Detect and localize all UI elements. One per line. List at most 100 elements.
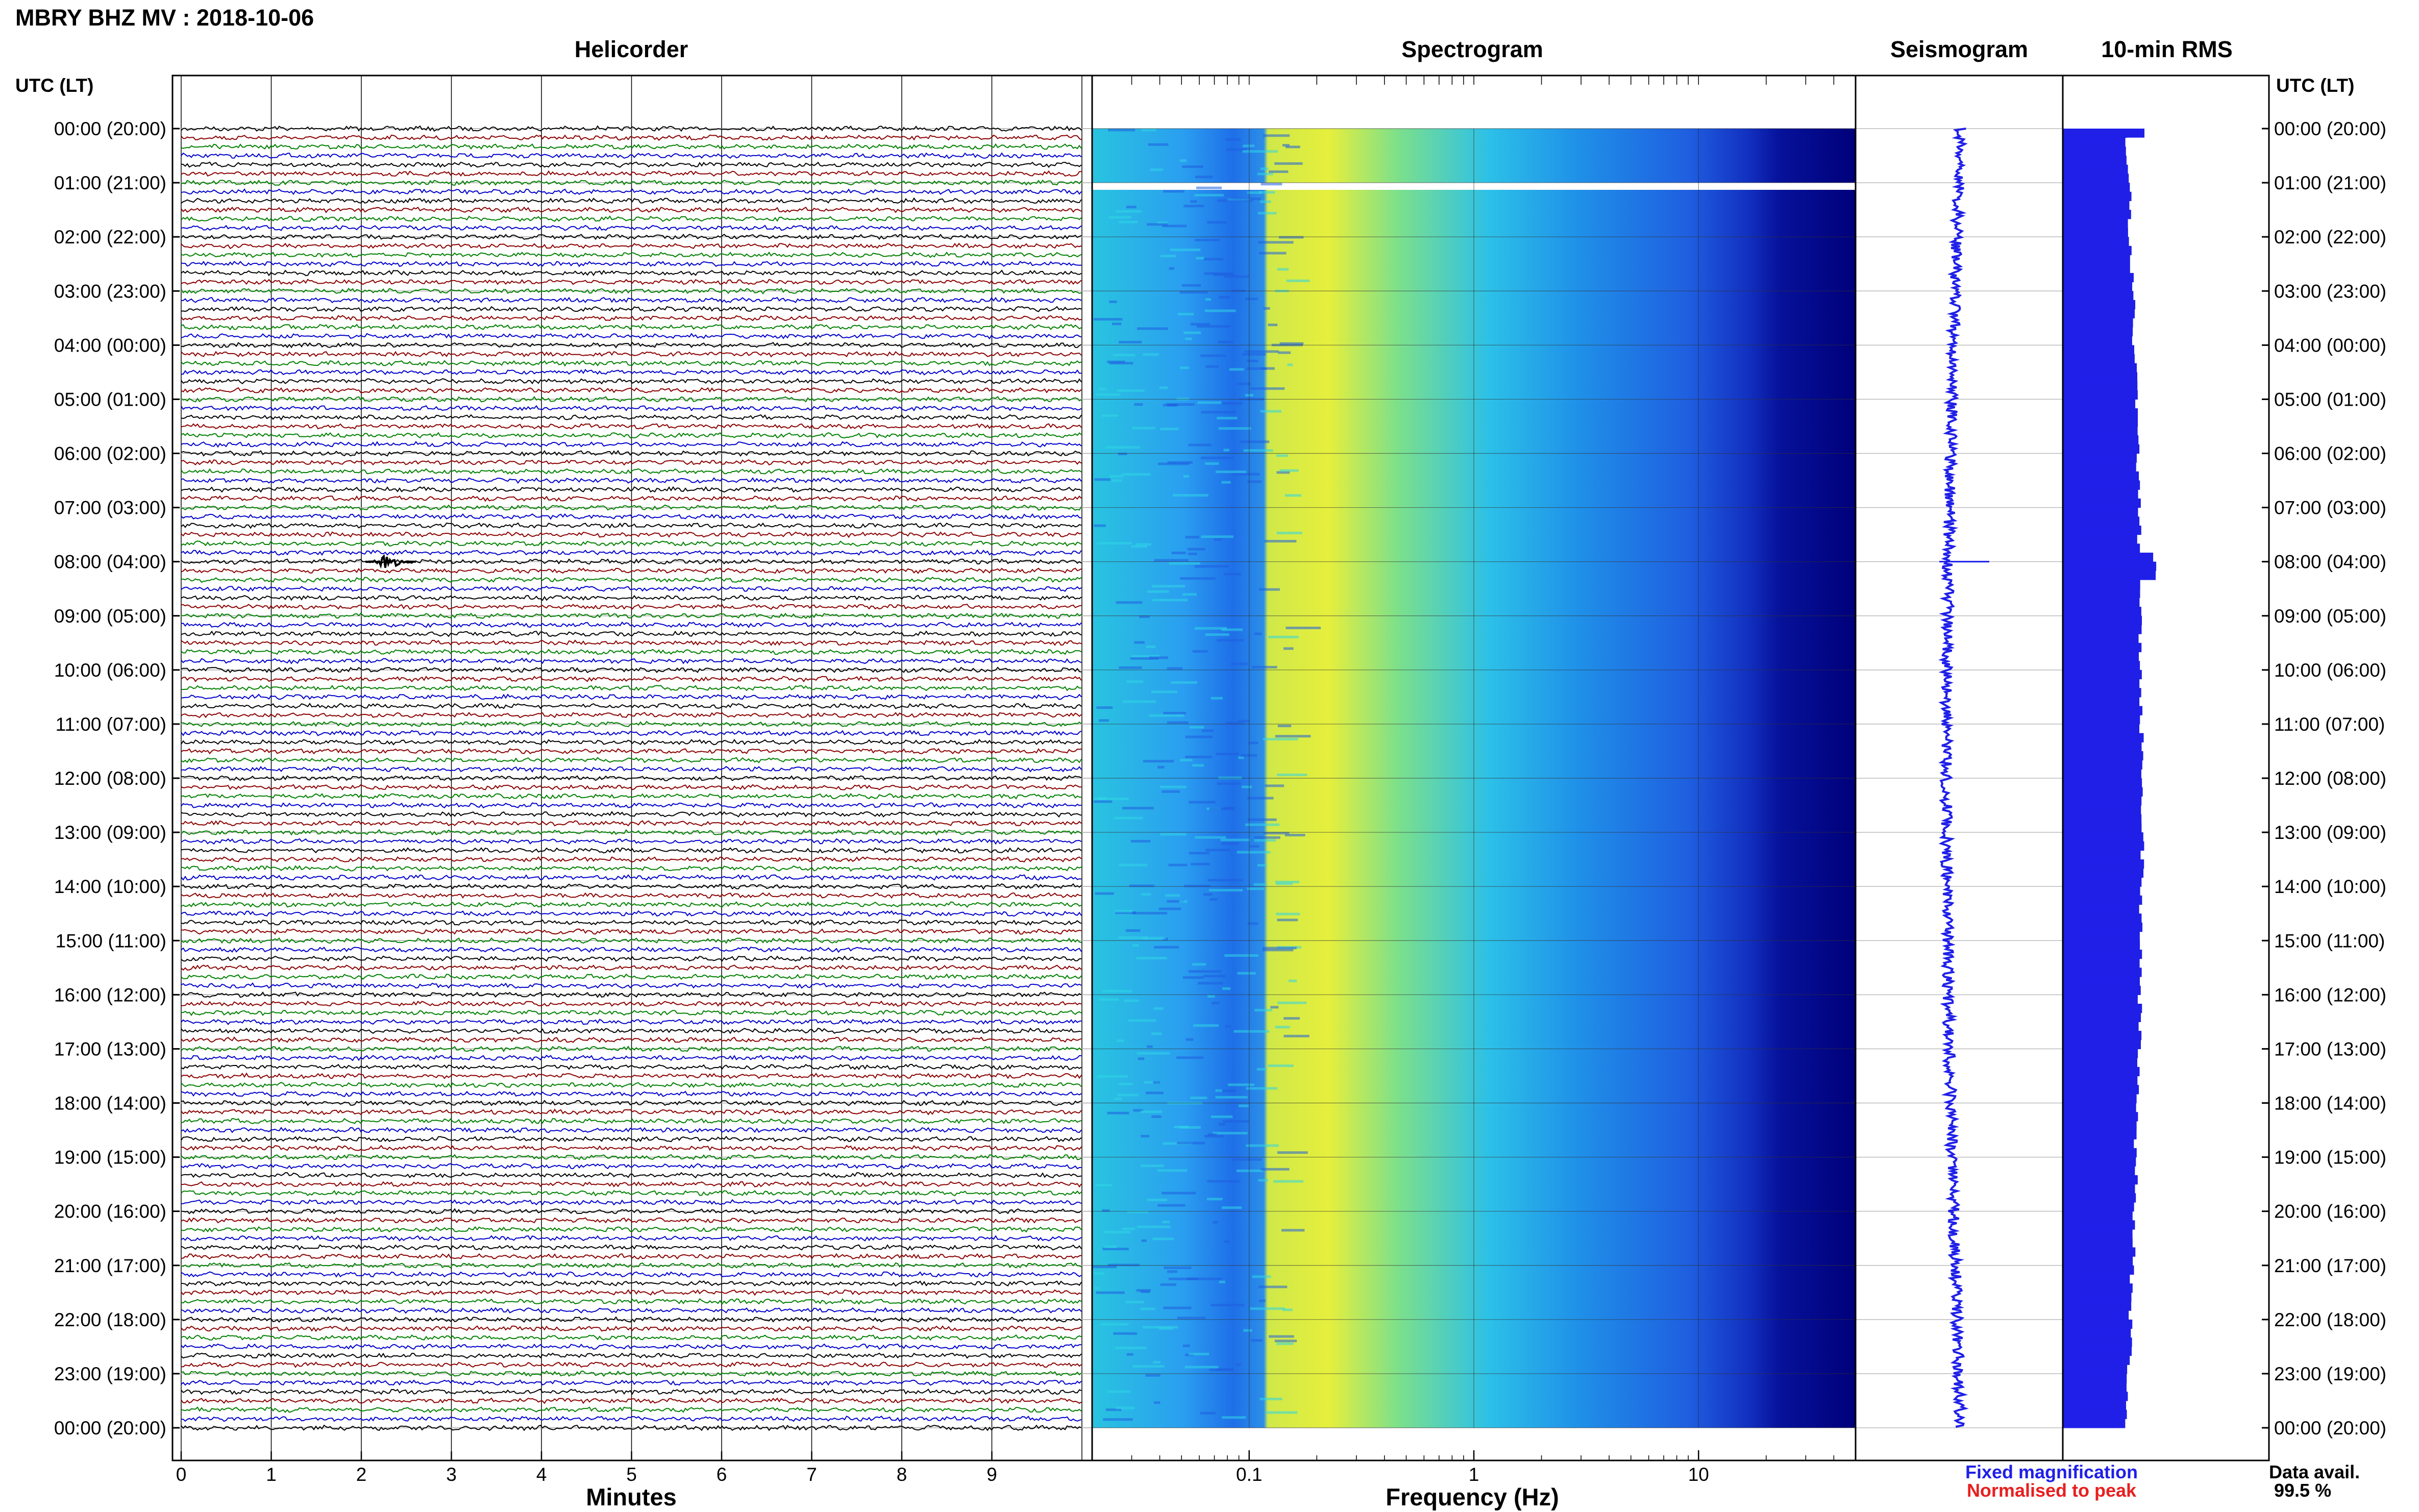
helicorder-trace [181, 1406, 1082, 1414]
rms-bar [2063, 462, 2136, 472]
spectrogram-cell [1124, 999, 1140, 1002]
spectrogram-cell [1177, 1317, 1206, 1320]
spectrogram-cell [1190, 323, 1211, 326]
spectrogram-cell [1160, 428, 1179, 431]
spectrogram-cell [1221, 628, 1243, 631]
spectrogram-cell [1134, 641, 1145, 644]
helicorder-trace [181, 838, 1082, 845]
spectrogram-cell [1129, 884, 1154, 887]
helicorder-trace [181, 341, 1082, 349]
spectrogram-cell [1160, 1283, 1177, 1286]
helicorder-trace [181, 134, 1082, 141]
spectrogram-cell [1259, 252, 1287, 255]
spectrogram-cell [1263, 307, 1270, 310]
spectrogram-cell [1115, 910, 1133, 913]
spectrogram-cell [1194, 627, 1227, 630]
spectrogram-cell [1268, 324, 1278, 327]
helicorder-trace [181, 387, 1082, 393]
spectrogram-cell [1147, 590, 1169, 593]
spectrogram-cell [1203, 975, 1226, 978]
helicorder-trace [181, 1072, 1082, 1079]
spectrogram-cell [1152, 1237, 1174, 1241]
spectrogram-cell [1246, 1144, 1279, 1147]
helicorder-trace [181, 1352, 1082, 1359]
helicorder-trace [181, 1045, 1082, 1053]
rms-bar [2063, 1409, 2127, 1419]
spectrogram-cell [1185, 337, 1192, 340]
helicorder-trace [181, 251, 1082, 258]
spectrogram-cell [1282, 1308, 1293, 1311]
fixed-magnification-note: Fixed magnification [1965, 1461, 2138, 1482]
spectrogram-cell [1109, 300, 1117, 303]
helicorder-trace [181, 450, 1082, 457]
spectrogram-cell [1285, 145, 1300, 148]
hour-label-left: 16:00 (12:00) [54, 984, 166, 1005]
spectrogram-cell [1179, 900, 1188, 903]
spectrogram-cell [1130, 657, 1159, 660]
helicorder-trace [181, 405, 1082, 412]
spectrogram-cell [1229, 368, 1244, 371]
spectrogram-cell [1206, 221, 1227, 224]
spectrogram-cell [1170, 249, 1201, 252]
data-avail-value: 99.5 % [2274, 1480, 2331, 1501]
rms-bar [2063, 679, 2140, 688]
spectrogram-cell [1230, 662, 1248, 665]
spectrogram-cell [1242, 353, 1266, 356]
rms-bar [2063, 1355, 2130, 1365]
rms-bar [2063, 832, 2143, 842]
spectrogram-cell [1186, 1038, 1194, 1041]
rms-bar [2063, 1346, 2132, 1356]
helicorder-trace [181, 928, 1082, 935]
rms-bar [2063, 336, 2132, 345]
rms-bar [2063, 1373, 2127, 1383]
minute-tick-label: 8 [897, 1464, 907, 1485]
spectrogram-cell [1260, 167, 1269, 170]
spectrogram-cell [1269, 170, 1289, 173]
rms-bar [2063, 173, 2129, 183]
rms-bar [2063, 1121, 2137, 1131]
spectrogram-cell [1258, 191, 1275, 194]
helicorder-trace [181, 676, 1082, 683]
rms-bar [2063, 796, 2142, 806]
page-title: MBRY BHZ MV : 2018-10-06 [15, 5, 314, 31]
rms-bar [2063, 426, 2138, 436]
spectrogram-cell [1244, 350, 1279, 353]
spectrogram-cell [1128, 1019, 1156, 1022]
spectrogram-cell [1187, 548, 1205, 551]
rms-bar [2063, 1166, 2135, 1176]
spectrogram-cell [1196, 257, 1204, 260]
rms-bar [2063, 868, 2144, 878]
spectrogram-cell [1171, 551, 1186, 554]
hour-label-right: 07:00 (03:00) [2274, 498, 2386, 518]
spectrogram-cell [1224, 954, 1258, 957]
hour-label-right: 04:00 (00:00) [2274, 335, 2386, 356]
helicorder-trace [181, 874, 1082, 881]
spectrogram-cell [1282, 144, 1290, 147]
rms-bar [2063, 625, 2142, 634]
spectrogram-cell [1126, 206, 1137, 209]
spectrogram-cell [1215, 1089, 1223, 1092]
helicorder-trace [181, 1135, 1082, 1143]
spectrogram-cell [1197, 982, 1223, 985]
rms-bar [2063, 571, 2156, 580]
spectrogram-cell [1275, 912, 1300, 915]
rms-bar [2063, 1130, 2137, 1139]
spectrogram-cell [1162, 790, 1180, 793]
spectrogram-cell [1150, 168, 1164, 171]
spectrogram-cell [1167, 900, 1184, 903]
spectrogram-cell [1192, 764, 1204, 767]
spectrogram-cell [1217, 639, 1244, 642]
spectrogram-cell [1201, 729, 1214, 732]
spectrogram-cell [1179, 159, 1187, 162]
helicorder-trace [181, 1416, 1082, 1422]
rms-bar [2063, 886, 2140, 896]
rms-bar [2063, 913, 2142, 923]
helicorder-trace [181, 279, 1082, 285]
spectrogram-cell [1227, 1083, 1255, 1086]
rms-bar [2063, 525, 2141, 535]
rms-bar [2063, 1067, 2140, 1077]
helicorder-trace [181, 125, 1082, 132]
helicorder-trace [181, 1190, 1082, 1197]
helicorder-trace [181, 1163, 1082, 1170]
hour-label-right: 23:00 (19:00) [2274, 1364, 2386, 1384]
